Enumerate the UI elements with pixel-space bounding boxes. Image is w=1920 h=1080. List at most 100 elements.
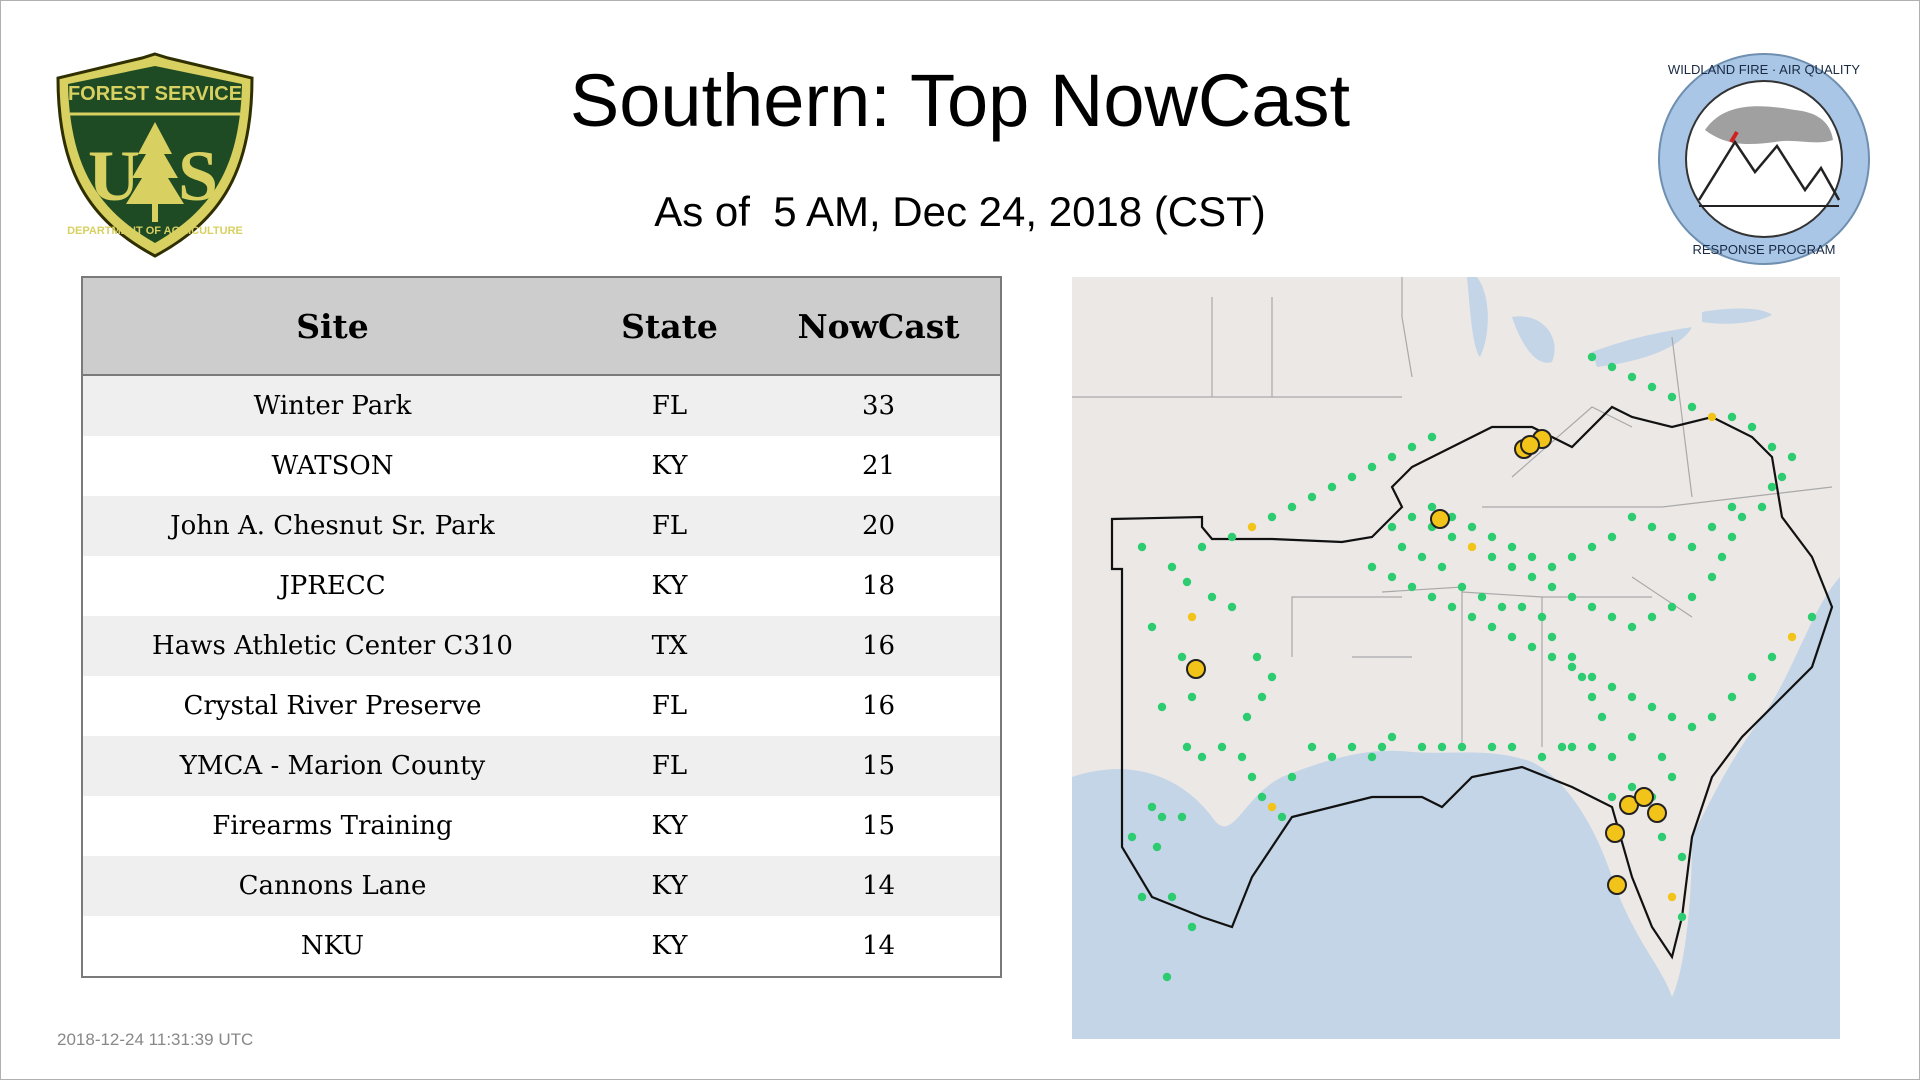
state-cell: FL <box>582 375 757 436</box>
monitor-dot <box>1567 742 1577 752</box>
nowcast-cell: 18 <box>757 556 1001 616</box>
table-row: Crystal River Preserve FL 16 <box>82 676 1001 736</box>
monitor-dot <box>1387 452 1397 462</box>
nowcast-cell: 15 <box>757 796 1001 856</box>
wildland-fire-air-quality-logo: WILDLAND FIRE · AIR QUALITY RESPONSE PRO… <box>1658 53 1870 265</box>
monitor-dot <box>1607 612 1617 622</box>
monitor-dot <box>1157 812 1167 822</box>
monitor-dot <box>1497 602 1507 612</box>
monitor-dot <box>1587 352 1597 362</box>
gulf-water <box>1072 577 1840 1039</box>
monitor-dot <box>1657 752 1667 762</box>
state-cell: KY <box>582 796 757 856</box>
monitor-dot <box>1527 642 1537 652</box>
monitor-dot <box>1587 602 1597 612</box>
monitor-dot <box>1387 732 1397 742</box>
monitor-dot <box>1547 652 1557 662</box>
monitor-dot <box>1627 732 1637 742</box>
monitor-dot <box>1627 692 1637 702</box>
state-cell: FL <box>582 736 757 796</box>
monitor-dot <box>1587 742 1597 752</box>
monitor-dot <box>1267 672 1277 682</box>
monitor-dot <box>1217 742 1227 752</box>
state-cell: FL <box>582 676 757 736</box>
svg-text:RESPONSE PROGRAM: RESPONSE PROGRAM <box>1692 242 1835 257</box>
monitor-dot <box>1427 502 1437 512</box>
monitor-dot <box>1162 972 1172 982</box>
monitor-dot <box>1327 482 1337 492</box>
site-cell: Winter Park <box>82 375 582 436</box>
nowcast-cell: 14 <box>757 916 1001 977</box>
monitor-dot <box>1547 632 1557 642</box>
monitor-dot <box>1237 752 1247 762</box>
top-site-marker <box>1186 659 1206 679</box>
monitor-dot <box>1667 392 1677 402</box>
page-title: Southern: Top NowCast <box>569 59 1351 142</box>
monitor-dot <box>1807 612 1817 622</box>
monitor-dot <box>1147 802 1157 812</box>
monitor-dot <box>1567 652 1577 662</box>
state-cell: KY <box>582 856 757 916</box>
monitor-dot <box>1407 582 1417 592</box>
monitor-dot <box>1187 692 1197 702</box>
monitor-dot <box>1667 532 1677 542</box>
monitor-dot <box>1527 552 1537 562</box>
top-site-marker <box>1605 823 1625 843</box>
monitor-dot <box>1567 592 1577 602</box>
nowcast-cell: 33 <box>757 375 1001 436</box>
monitor-dot <box>1177 652 1187 662</box>
monitor-dot <box>1437 562 1447 572</box>
site-cell: Haws Athletic Center C310 <box>82 616 582 676</box>
site-cell: WATSON <box>82 436 582 496</box>
monitor-dot <box>1687 542 1697 552</box>
monitor-dot <box>1437 742 1447 752</box>
state-cell: KY <box>582 436 757 496</box>
monitor-dot <box>1287 502 1297 512</box>
monitor-dot <box>1647 382 1657 392</box>
monitor-dot <box>1247 772 1257 782</box>
state-cell: KY <box>582 556 757 616</box>
monitor-dot <box>1507 742 1517 752</box>
monitor-dot <box>1267 512 1277 522</box>
site-cell: John A. Chesnut Sr. Park <box>82 496 582 556</box>
svg-text:S: S <box>178 136 218 216</box>
monitor-dot <box>1477 592 1487 602</box>
monitor-dot <box>1467 542 1477 552</box>
monitor-dot <box>1537 612 1547 622</box>
nowcast-cell: 20 <box>757 496 1001 556</box>
monitor-dot <box>1147 622 1157 632</box>
monitor-dot <box>1677 852 1687 862</box>
monitor-dot <box>1167 562 1177 572</box>
monitor-dot <box>1417 552 1427 562</box>
table-row: NKU KY 14 <box>82 916 1001 977</box>
monitor-dot <box>1247 522 1257 532</box>
monitor-dot <box>1137 542 1147 552</box>
lake-huron <box>1512 316 1555 363</box>
monitor-dot <box>1377 742 1387 752</box>
monitor-dot <box>1607 362 1617 372</box>
site-cell: Crystal River Preserve <box>82 676 582 736</box>
southern-region-boundary <box>1110 405 1834 960</box>
monitor-dot <box>1727 692 1737 702</box>
monitor-dot <box>1577 672 1587 682</box>
monitor-dot <box>1767 482 1777 492</box>
monitor-dot <box>1597 712 1607 722</box>
region-map <box>1072 277 1840 1039</box>
monitor-dot <box>1757 502 1767 512</box>
monitor-dot <box>1587 692 1597 702</box>
monitor-dot <box>1507 542 1517 552</box>
nowcast-cell: 21 <box>757 436 1001 496</box>
generated-timestamp: 2018-12-24 11:31:39 UTC <box>57 1030 254 1049</box>
monitor-dot <box>1467 612 1477 622</box>
as-of-subtitle: As of 5 AM, Dec 24, 2018 (CST) <box>654 188 1266 235</box>
monitor-dot <box>1787 452 1797 462</box>
monitor-dot <box>1627 622 1637 632</box>
monitor-dot <box>1667 712 1677 722</box>
monitor-dot <box>1267 802 1277 812</box>
monitor-dot <box>1547 582 1557 592</box>
monitor-dot <box>1427 432 1437 442</box>
monitor-dot <box>1647 522 1657 532</box>
svg-text:FOREST SERVICE: FOREST SERVICE <box>68 83 242 105</box>
nowcast-cell: 16 <box>757 616 1001 676</box>
monitor-dot <box>1747 672 1757 682</box>
